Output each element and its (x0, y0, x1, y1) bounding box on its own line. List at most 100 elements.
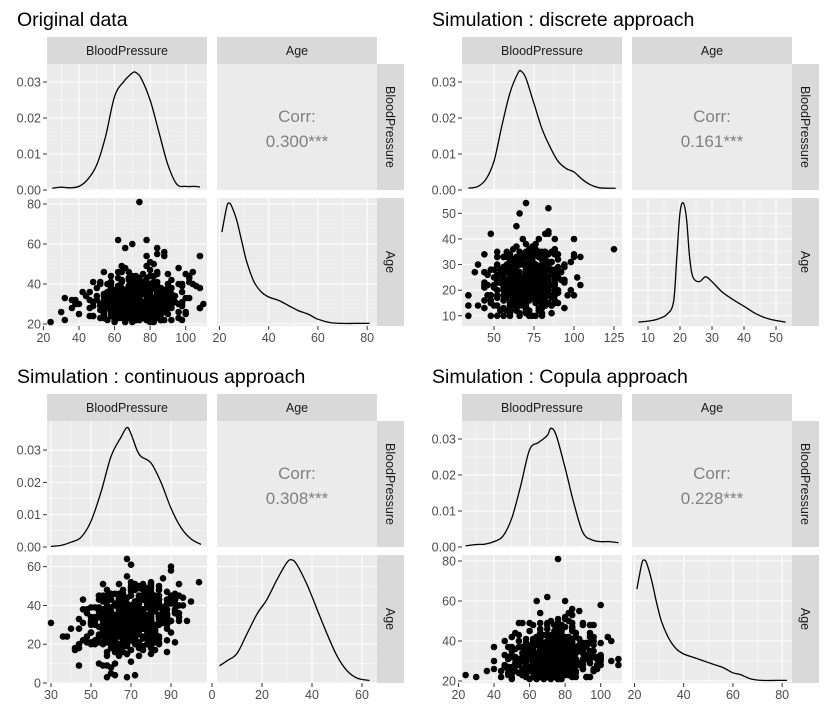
scatter-point (171, 609, 179, 617)
scatter-x-tick-label: 20 (451, 688, 465, 702)
scatter-point (487, 266, 495, 274)
scatter-point (544, 593, 551, 601)
density-age-x-tick-label: 0 (209, 688, 216, 702)
density-y-tick-label: 0.03 (432, 76, 456, 90)
scatter-point (167, 629, 175, 636)
scatter-point (91, 617, 99, 625)
gridlines (217, 198, 377, 326)
density-y-tick-label: 0.02 (432, 469, 456, 483)
scatter-point (558, 641, 565, 649)
scatter-point (129, 280, 136, 288)
scatter-point (579, 665, 587, 673)
scatter-point (79, 596, 87, 603)
strip-age: Age (217, 37, 377, 64)
scatter-point (577, 253, 584, 261)
gridlines (462, 421, 622, 548)
panel-density-age (217, 555, 377, 683)
scatter-point (175, 308, 182, 316)
scatter-point (522, 649, 530, 657)
scatter-point (471, 268, 479, 276)
scatter-point (561, 279, 568, 286)
scatter-point (608, 657, 615, 665)
scatter-point (107, 272, 115, 280)
scatter-point (532, 312, 539, 320)
scatter-point (151, 606, 159, 613)
density-y-tick-label: 0.00 (432, 541, 456, 555)
scatter-point (564, 292, 571, 299)
scatter-point (525, 284, 533, 291)
scatter-point (493, 312, 501, 320)
scatter-x-tick-label: 80 (143, 331, 157, 345)
scatter-point (164, 270, 172, 278)
scatter-point (474, 302, 482, 309)
scatter-point (178, 280, 186, 288)
scatter-point (131, 671, 139, 679)
scatter-point (525, 276, 533, 284)
quadrant-discrete-simulation: Simulation : discrete approach BloodPress… (432, 9, 819, 345)
scatter-point (168, 302, 175, 310)
scatter-point (47, 619, 55, 627)
scatter-point (590, 667, 597, 675)
strip-right-bloodpressure: BloodPressure (377, 421, 404, 547)
strip-right-age: Age (377, 198, 404, 326)
density-age-x-tick-label: 50 (769, 331, 783, 345)
strip-bloodpressure: BloodPressure (47, 37, 207, 64)
scatter-point (111, 314, 118, 322)
strip-bloodpressure: BloodPressure (462, 394, 622, 421)
scatter-point (86, 288, 93, 296)
scatter-point (535, 271, 543, 279)
scatter-point (119, 586, 127, 594)
strip-right-bloodpressure-label: BloodPressure (383, 443, 397, 525)
scatter-point (519, 274, 527, 281)
scatter-point (544, 637, 551, 645)
scatter-point (561, 667, 569, 675)
scatter-point (522, 268, 530, 276)
scatter-point (189, 280, 197, 288)
scatter-x-tick-label: 75 (527, 331, 541, 345)
scatter-point (567, 286, 575, 294)
scatter-point (182, 308, 189, 316)
scatter-point (129, 306, 136, 314)
scatter-point (465, 302, 472, 309)
scatter-point (178, 288, 186, 296)
scatter-point (515, 637, 523, 645)
density-age-x-tick-label: 30 (705, 331, 719, 345)
strip-right-age: Age (792, 555, 819, 683)
scatter-point (568, 643, 576, 651)
scatter-point (490, 302, 498, 309)
scatter-point (143, 314, 150, 322)
scatter-point (167, 617, 175, 625)
scatter-point (135, 617, 143, 625)
scatter-point (150, 260, 157, 268)
scatter-point (561, 657, 569, 665)
density-y-tick-label: 0.01 (432, 148, 456, 162)
scatter-point (136, 298, 143, 306)
scatter-y-tick-label: 0 (34, 677, 41, 691)
scatter-point (490, 284, 498, 291)
scatter-point (568, 605, 576, 613)
density-age-x-tick-label: 10 (641, 331, 655, 345)
scatter-point (139, 270, 147, 278)
scatter-point (175, 264, 182, 272)
scatter-point (497, 673, 505, 681)
scatter-point (535, 289, 543, 297)
scatter-point (171, 596, 179, 603)
scatter-point (503, 248, 511, 256)
scatter-point (143, 617, 151, 625)
scatter-point (576, 607, 583, 615)
gridlines (47, 64, 207, 191)
scatter-y-tick-label: 30 (442, 258, 456, 272)
scatter-point (79, 619, 87, 627)
scatter-point (533, 597, 540, 605)
strip-right-bloodpressure-bg (792, 421, 819, 547)
scatter-point (111, 615, 119, 623)
scatter-point (519, 281, 527, 289)
scatter-point (570, 253, 578, 261)
scatter-point (147, 611, 155, 619)
scatter-point (508, 647, 516, 655)
density-curve-age (219, 558, 370, 682)
density-y-tick-label: 0.00 (17, 184, 41, 198)
scatter-point (481, 304, 488, 312)
scatter-point (525, 261, 533, 268)
scatter-point (93, 284, 101, 292)
